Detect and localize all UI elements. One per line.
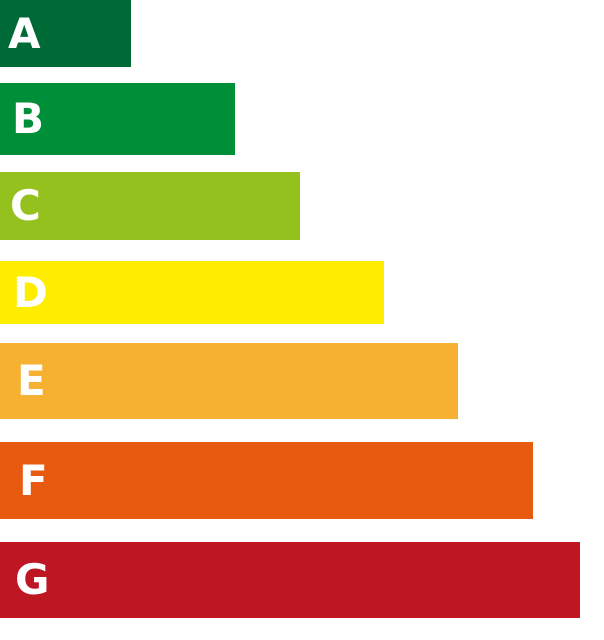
energy-class-label: F (19, 455, 48, 505)
energy-class-bar-a: A (0, 0, 131, 67)
energy-class-label: G (15, 555, 50, 604)
energy-class-label: A (8, 8, 41, 58)
energy-class-label: E (17, 356, 46, 405)
energy-class-bar-b: B (0, 83, 235, 155)
energy-class-label: D (13, 267, 48, 317)
energy-class-label: B (12, 94, 45, 143)
energy-class-label: C (10, 181, 41, 230)
energy-class-bar-c: C (0, 172, 300, 240)
energy-class-bar-d: D (0, 261, 384, 324)
energy-class-bar-g: G (0, 542, 580, 618)
energy-class-bar-e: E (0, 343, 458, 419)
energy-class-bar-f: F (0, 442, 533, 519)
